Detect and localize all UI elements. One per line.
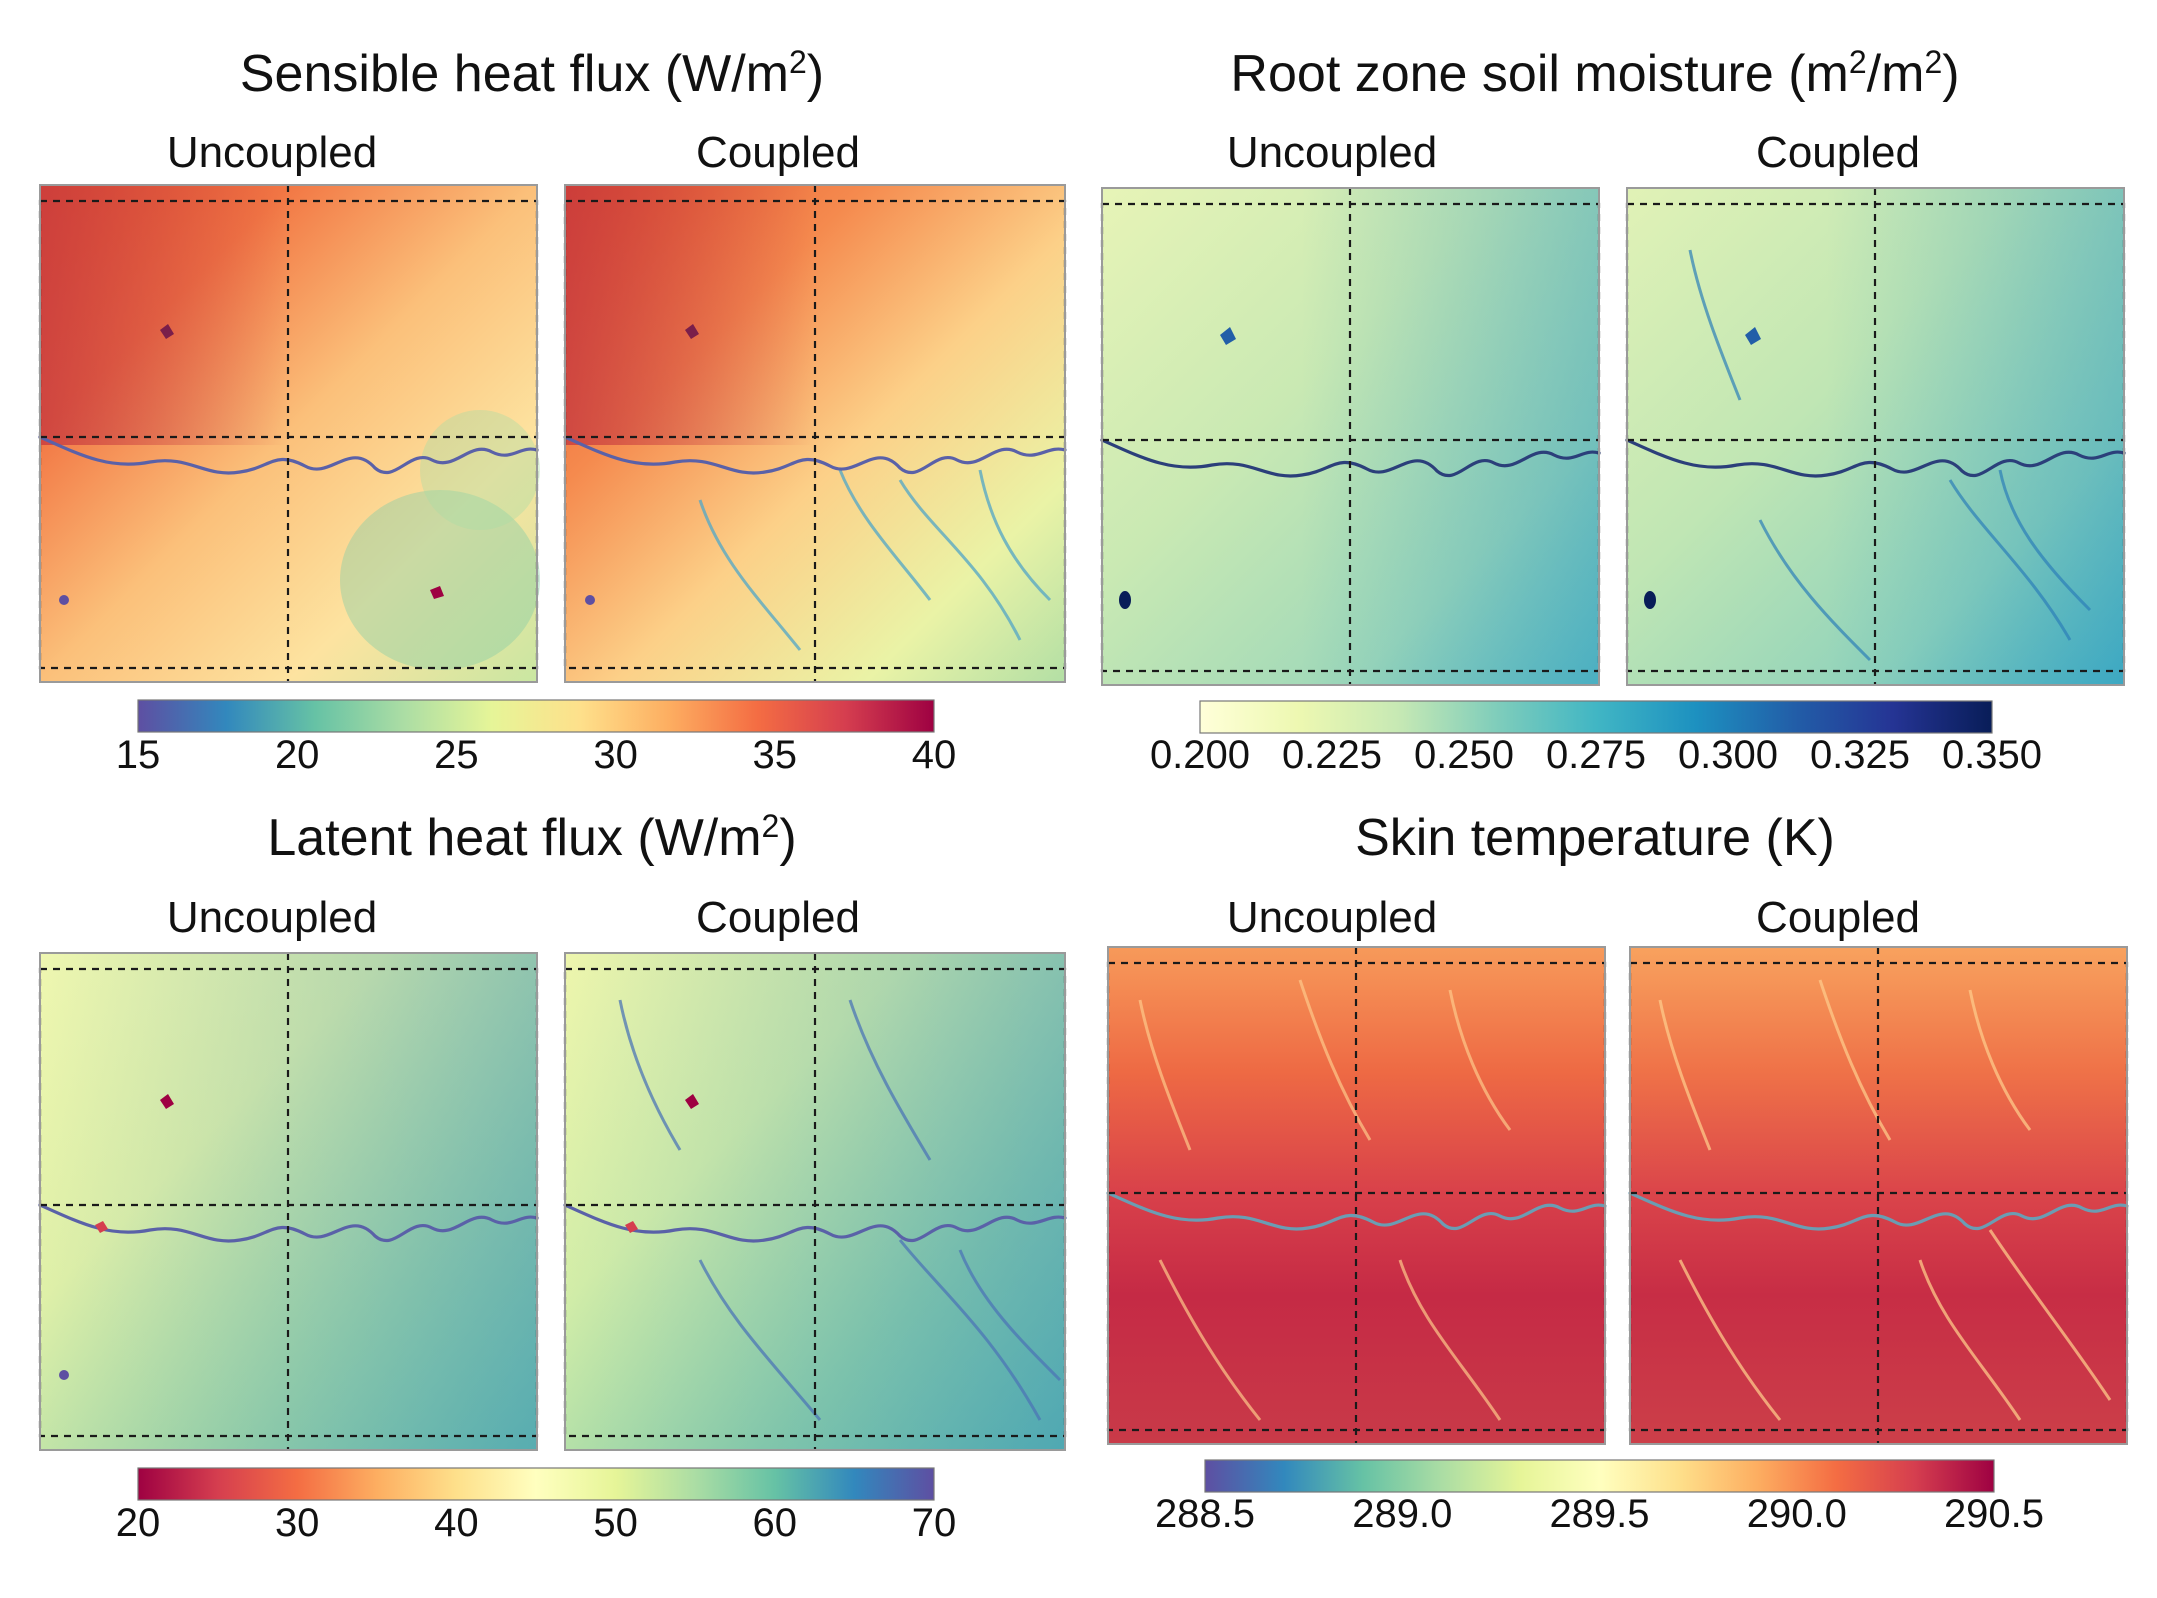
colorbar-tick-label: 60 bbox=[753, 1501, 798, 1545]
colorbar-tick-label: 0.250 bbox=[1414, 733, 1514, 777]
colorbar-gradient bbox=[138, 1468, 934, 1500]
panel-title: Latent heat flux (W/m2) bbox=[267, 808, 796, 867]
map-coupled bbox=[563, 952, 1067, 1451]
panel-sensible-heat-flux: Sensible heat flux (W/m2) Uncoupled Coup… bbox=[38, 44, 1067, 777]
colorbar-tick-label: 0.325 bbox=[1810, 733, 1910, 777]
map-label-uncoupled: Uncoupled bbox=[167, 893, 377, 942]
map-uncoupled bbox=[1100, 187, 1601, 686]
colorbar-tick-label: 20 bbox=[116, 1501, 161, 1545]
colorbar-tick-label: 40 bbox=[434, 1501, 479, 1545]
panel-title: Sensible heat flux (W/m2) bbox=[240, 44, 824, 103]
colorbar-tick-label: 290.5 bbox=[1944, 1492, 2044, 1536]
panel-root-zone-soil-moisture: Root zone soil moisture (m2/m2) Uncouple… bbox=[1100, 44, 2126, 777]
map-coupled bbox=[563, 184, 1067, 683]
colorbar-gradient bbox=[138, 700, 934, 732]
colorbar: 20 30 40 50 60 70 bbox=[116, 1467, 957, 1545]
colorbar-tick-label: 288.5 bbox=[1155, 1492, 1255, 1536]
colorbar-gradient bbox=[1200, 701, 1992, 733]
map-label-uncoupled: Uncoupled bbox=[167, 128, 377, 177]
colorbar-tick-label: 20 bbox=[275, 733, 320, 777]
colorbar: 288.5 289.0 289.5 290.0 290.5 bbox=[1155, 1459, 2044, 1536]
map-label-coupled: Coupled bbox=[1756, 893, 1920, 942]
colorbar-tick-label: 290.0 bbox=[1747, 1492, 1847, 1536]
colorbar-tick-label: 70 bbox=[912, 1501, 957, 1545]
colorbar: 0.200 0.225 0.250 0.275 0.300 0.325 0.350 bbox=[1150, 700, 2042, 777]
colorbar-tick-label: 0.200 bbox=[1150, 733, 1250, 777]
map-coupled bbox=[1628, 946, 2129, 1445]
colorbar-tick-label: 50 bbox=[593, 1501, 638, 1545]
map-label-coupled: Coupled bbox=[696, 893, 860, 942]
map-label-uncoupled: Uncoupled bbox=[1227, 128, 1437, 177]
colorbar-tick-label: 35 bbox=[753, 733, 798, 777]
map-uncoupled bbox=[1106, 946, 1607, 1445]
colorbar-tick-label: 40 bbox=[912, 733, 957, 777]
panel-title: Root zone soil moisture (m2/m2) bbox=[1230, 44, 1959, 103]
colorbar-ticks: 288.5 289.0 289.5 290.0 290.5 bbox=[1155, 1492, 2044, 1536]
colorbar-ticks: 20 30 40 50 60 70 bbox=[116, 1501, 957, 1545]
colorbar-tick-label: 289.5 bbox=[1549, 1492, 1649, 1536]
panel-skin-temperature: Skin temperature (K) Uncoupled Coupled 2… bbox=[1106, 809, 2129, 1536]
colorbar: 15 20 25 30 35 40 bbox=[116, 699, 957, 777]
map-label-coupled: Coupled bbox=[696, 128, 860, 177]
colorbar-tick-label: 0.350 bbox=[1942, 733, 2042, 777]
colorbar-tick-label: 289.0 bbox=[1352, 1492, 1452, 1536]
map-uncoupled bbox=[38, 952, 539, 1451]
colorbar-tick-label: 0.300 bbox=[1678, 733, 1778, 777]
map-label-uncoupled: Uncoupled bbox=[1227, 893, 1437, 942]
colorbar-tick-label: 30 bbox=[275, 1501, 320, 1545]
panel-latent-heat-flux: Latent heat flux (W/m2) Uncoupled Couple… bbox=[38, 808, 1067, 1545]
colorbar-tick-label: 25 bbox=[434, 733, 479, 777]
colorbar-tick-label: 30 bbox=[593, 733, 638, 777]
map-uncoupled bbox=[38, 184, 540, 683]
colorbar-tick-label: 15 bbox=[116, 733, 161, 777]
panel-title: Skin temperature (K) bbox=[1355, 809, 1835, 867]
colorbar-ticks: 15 20 25 30 35 40 bbox=[116, 733, 957, 777]
map-coupled bbox=[1625, 187, 2126, 686]
colorbar-tick-label: 0.275 bbox=[1546, 733, 1646, 777]
colorbar-tick-label: 0.225 bbox=[1282, 733, 1382, 777]
colorbar-ticks: 0.200 0.225 0.250 0.275 0.300 0.325 0.350 bbox=[1150, 733, 2042, 777]
map-label-coupled: Coupled bbox=[1756, 128, 1920, 177]
colorbar-gradient bbox=[1205, 1460, 1994, 1492]
